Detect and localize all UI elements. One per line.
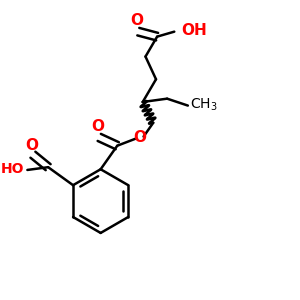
Text: O: O bbox=[133, 130, 146, 145]
Text: HO: HO bbox=[1, 162, 25, 176]
Text: OH: OH bbox=[181, 23, 207, 38]
Text: CH$_3$: CH$_3$ bbox=[190, 97, 218, 113]
Text: O: O bbox=[91, 119, 104, 134]
Text: O: O bbox=[131, 13, 144, 28]
Text: O: O bbox=[25, 137, 38, 152]
